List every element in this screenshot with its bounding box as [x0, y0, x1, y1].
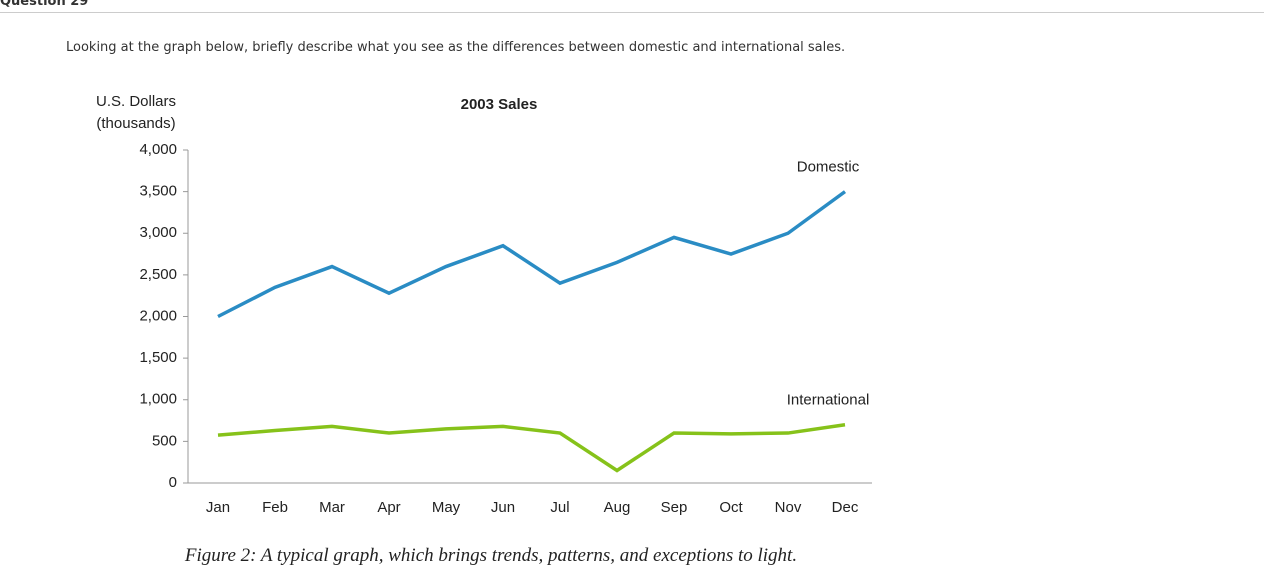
x-tick-label: Feb — [262, 499, 288, 516]
divider — [0, 12, 1264, 13]
y-axis-label: (thousands) — [96, 115, 175, 132]
y-tick-label: 1,000 — [139, 391, 177, 408]
x-tick-label: Sep — [661, 499, 688, 516]
y-tick-label: 1,500 — [139, 349, 177, 366]
series-line — [217, 190, 847, 319]
x-tick-label: Jun — [491, 499, 515, 516]
x-tick-label: Jan — [206, 499, 230, 516]
x-tick-label: May — [432, 499, 461, 516]
x-tick-label: Nov — [775, 499, 802, 516]
chart-title: 2003 Sales — [461, 96, 538, 113]
y-tick-label: 2,000 — [139, 307, 177, 324]
y-tick-label: 0 — [169, 474, 177, 491]
y-tick-label: 2,500 — [139, 266, 177, 283]
x-tick-label: Mar — [319, 499, 345, 516]
y-tick-label: 3,500 — [139, 183, 177, 200]
y-tick-label: 4,000 — [139, 141, 177, 158]
question-prompt: Looking at the graph below, briefly desc… — [66, 40, 846, 55]
x-tick-label: Jul — [550, 499, 569, 516]
figure-caption: Figure 2: A typical graph, which brings … — [184, 545, 798, 566]
series-label: International — [787, 392, 870, 409]
y-tick-label: 3,000 — [139, 224, 177, 241]
x-tick-label: Dec — [832, 499, 859, 516]
y-tick-label: 500 — [152, 432, 177, 449]
question-header: Question 29 — [0, 0, 89, 9]
x-tick-label: Oct — [719, 499, 743, 516]
x-tick-label: Aug — [604, 499, 631, 516]
series-label: Domestic — [797, 159, 860, 176]
x-tick-label: Apr — [377, 499, 400, 516]
y-axis-label: U.S. Dollars — [96, 93, 176, 110]
series-line — [217, 422, 846, 473]
